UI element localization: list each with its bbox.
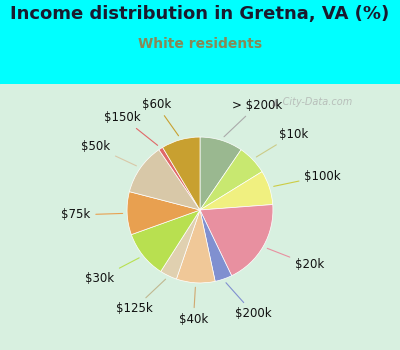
Text: White residents: White residents [138,37,262,51]
Text: Income distribution in Gretna, VA (%): Income distribution in Gretna, VA (%) [10,5,390,23]
Wedge shape [162,137,200,210]
Text: $50k: $50k [81,140,136,166]
Text: $75k: $75k [61,209,123,222]
Text: ▲ City-Data.com: ▲ City-Data.com [272,97,352,107]
Wedge shape [159,147,200,210]
Wedge shape [200,150,262,210]
Text: $40k: $40k [179,287,208,326]
Wedge shape [127,192,200,234]
Wedge shape [200,210,232,281]
Wedge shape [161,210,200,279]
Text: $20k: $20k [267,248,324,271]
Text: $150k: $150k [104,111,158,145]
Text: $125k: $125k [116,279,166,315]
Wedge shape [176,210,215,283]
Text: $10k: $10k [256,128,309,157]
Text: > $200k: > $200k [224,99,283,137]
Wedge shape [200,172,273,210]
Wedge shape [200,137,241,210]
Text: $60k: $60k [142,98,178,136]
Text: $30k: $30k [85,258,139,285]
Wedge shape [131,210,200,272]
Text: $200k: $200k [226,283,272,321]
Text: $100k: $100k [274,169,341,186]
Wedge shape [130,150,200,210]
Wedge shape [200,204,273,276]
